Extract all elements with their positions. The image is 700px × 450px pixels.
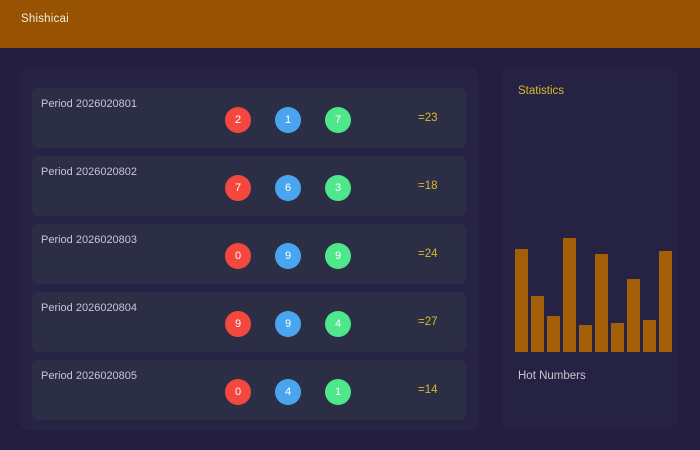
blue-ball: 6 [275,175,301,201]
sum-value: =27 [418,316,438,328]
blue-ball: 9 [275,311,301,337]
sum-value: =14 [418,384,438,396]
chart-bar [531,296,544,352]
draw-row[interactable]: Period 2026020804 9 9 4 =27 [32,292,466,352]
chart-bar [643,320,656,352]
draw-row[interactable]: Period 2026020801 2 1 7 =23 [32,88,466,148]
green-ball: 3 [325,175,351,201]
period-label: Period 2026020803 [41,234,138,246]
draws-panel: Period 2026020801 2 1 7 =23 Period 20260… [20,68,478,430]
draw-row[interactable]: Period 2026020805 0 4 1 =14 [32,360,466,420]
green-ball: 4 [325,311,351,337]
chart-bar [627,279,640,352]
red-ball: 9 [225,311,251,337]
red-ball: 7 [225,175,251,201]
ball-group: 0 9 9 [225,243,351,269]
green-ball: 9 [325,243,351,269]
green-ball: 1 [325,379,351,405]
sum-value: =23 [418,112,438,124]
period-label: Period 2026020804 [41,302,138,314]
ball-group: 0 4 1 [225,379,351,405]
draw-row[interactable]: Period 2026020802 7 6 3 =18 [32,156,466,216]
hot-numbers-caption: Hot Numbers [518,370,586,382]
chart-bar [515,249,528,352]
statistics-panel: Statistics Hot Numbers [502,68,678,428]
blue-ball: 9 [275,243,301,269]
chart-bar [563,238,576,352]
app-header: Shishicai [0,0,700,48]
chart-bar [547,316,560,352]
sum-value: =24 [418,248,438,260]
hot-numbers-chart [515,238,672,352]
red-ball: 0 [225,379,251,405]
period-label: Period 2026020805 [41,370,138,382]
red-ball: 0 [225,243,251,269]
chart-bar [611,323,624,352]
period-label: Period 2026020802 [41,166,138,178]
blue-ball: 4 [275,379,301,405]
statistics-title: Statistics [518,85,565,97]
period-label: Period 2026020801 [41,98,138,110]
ball-group: 7 6 3 [225,175,351,201]
blue-ball: 1 [275,107,301,133]
app-title: Shishicai [21,13,69,25]
draw-row[interactable]: Period 2026020803 0 9 9 =24 [32,224,466,284]
sum-value: =18 [418,180,438,192]
green-ball: 7 [325,107,351,133]
ball-group: 2 1 7 [225,107,351,133]
chart-bar [579,325,592,352]
chart-bar [659,251,672,352]
ball-group: 9 9 4 [225,311,351,337]
chart-bar [595,254,608,352]
red-ball: 2 [225,107,251,133]
